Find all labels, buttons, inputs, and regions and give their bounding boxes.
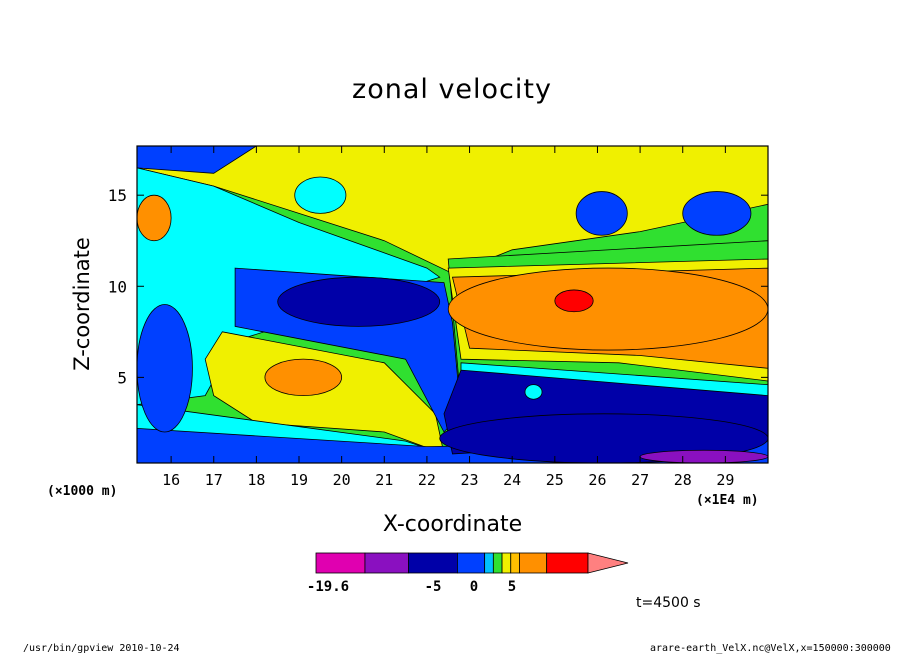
x-tick-label-12: 28 — [674, 471, 692, 489]
footer-right: arare-earth_VelX.nc@VelX,x=150000:300000 — [650, 643, 891, 654]
time-label: t=4500 s — [636, 595, 701, 611]
footer-left: /usr/bin/gpview 2010-10-24 — [23, 643, 180, 654]
colorbar-swatch-3 — [457, 552, 486, 574]
x-tick-label-8: 24 — [503, 471, 521, 489]
colorbar-swatch-5 — [492, 552, 503, 574]
x-tick-label-13: 29 — [716, 471, 734, 489]
contour-field — [136, 145, 769, 464]
colorbar-swatch-7 — [510, 552, 520, 574]
colorbar-label-3: 5 — [508, 579, 516, 595]
x-tick-label-5: 21 — [375, 471, 393, 489]
region-3-orange — [447, 267, 769, 351]
blob-upper-right — [682, 191, 752, 236]
colorbar-label-1: -5 — [425, 579, 442, 595]
x-tick-label-4: 20 — [333, 471, 351, 489]
axis-ticks: 16 17 18 19 20 21 22 23 24 25 26 27 28 29 5 10 15 — [108, 146, 768, 489]
x-tick-label-3: 19 — [290, 471, 308, 489]
y-tick-label-0: 5 — [117, 368, 127, 387]
x-tick-label-0: 16 — [162, 471, 180, 489]
x-tick-label-10: 26 — [588, 471, 606, 489]
region-7-purple — [639, 449, 769, 464]
blob-upper-mid — [575, 191, 628, 236]
region-6-orange — [136, 194, 172, 242]
plot-frame — [136, 145, 769, 464]
x-tick-label-7: 23 — [461, 471, 479, 489]
x-tick-label-9: 25 — [546, 471, 564, 489]
x-scale-label: (×1000 m) — [47, 484, 118, 499]
y-tick-label-1: 10 — [108, 277, 127, 296]
region-4-red — [554, 289, 594, 313]
region-1-darkblue — [277, 276, 441, 327]
x-axis-label: X-coordinate — [382, 512, 523, 537]
colorbar: -19.6 -5 0 5 — [307, 552, 629, 595]
x-tick-label-11: 27 — [631, 471, 649, 489]
blob-upper-left — [294, 176, 347, 214]
colorbar-swatch-9 — [546, 552, 589, 574]
y-tick-label-2: 15 — [108, 186, 127, 205]
colorbar-swatch-2 — [408, 552, 458, 574]
blob-cyan-small — [524, 384, 543, 400]
colorbar-swatch-1 — [364, 552, 409, 574]
chart-title: zonal velocity — [352, 74, 552, 105]
colorbar-swatch-6 — [501, 552, 512, 574]
x-units-note: (×1E4 m) — [696, 493, 759, 508]
colorbar-swatch-8 — [519, 552, 548, 574]
region-0-blue — [136, 304, 193, 433]
x-tick-label-2: 18 — [247, 471, 265, 489]
x-tick-label-1: 17 — [205, 471, 223, 489]
x-tick-label-6: 22 — [418, 471, 436, 489]
colorbar-swatch-4 — [484, 552, 494, 574]
colorbar-label-0: -19.6 — [307, 579, 349, 595]
colorbar-label-2: 0 — [470, 579, 478, 595]
colorbar-arrow — [587, 552, 629, 574]
region-5-orange — [264, 358, 343, 396]
colorbar-swatch-0 — [315, 552, 366, 574]
